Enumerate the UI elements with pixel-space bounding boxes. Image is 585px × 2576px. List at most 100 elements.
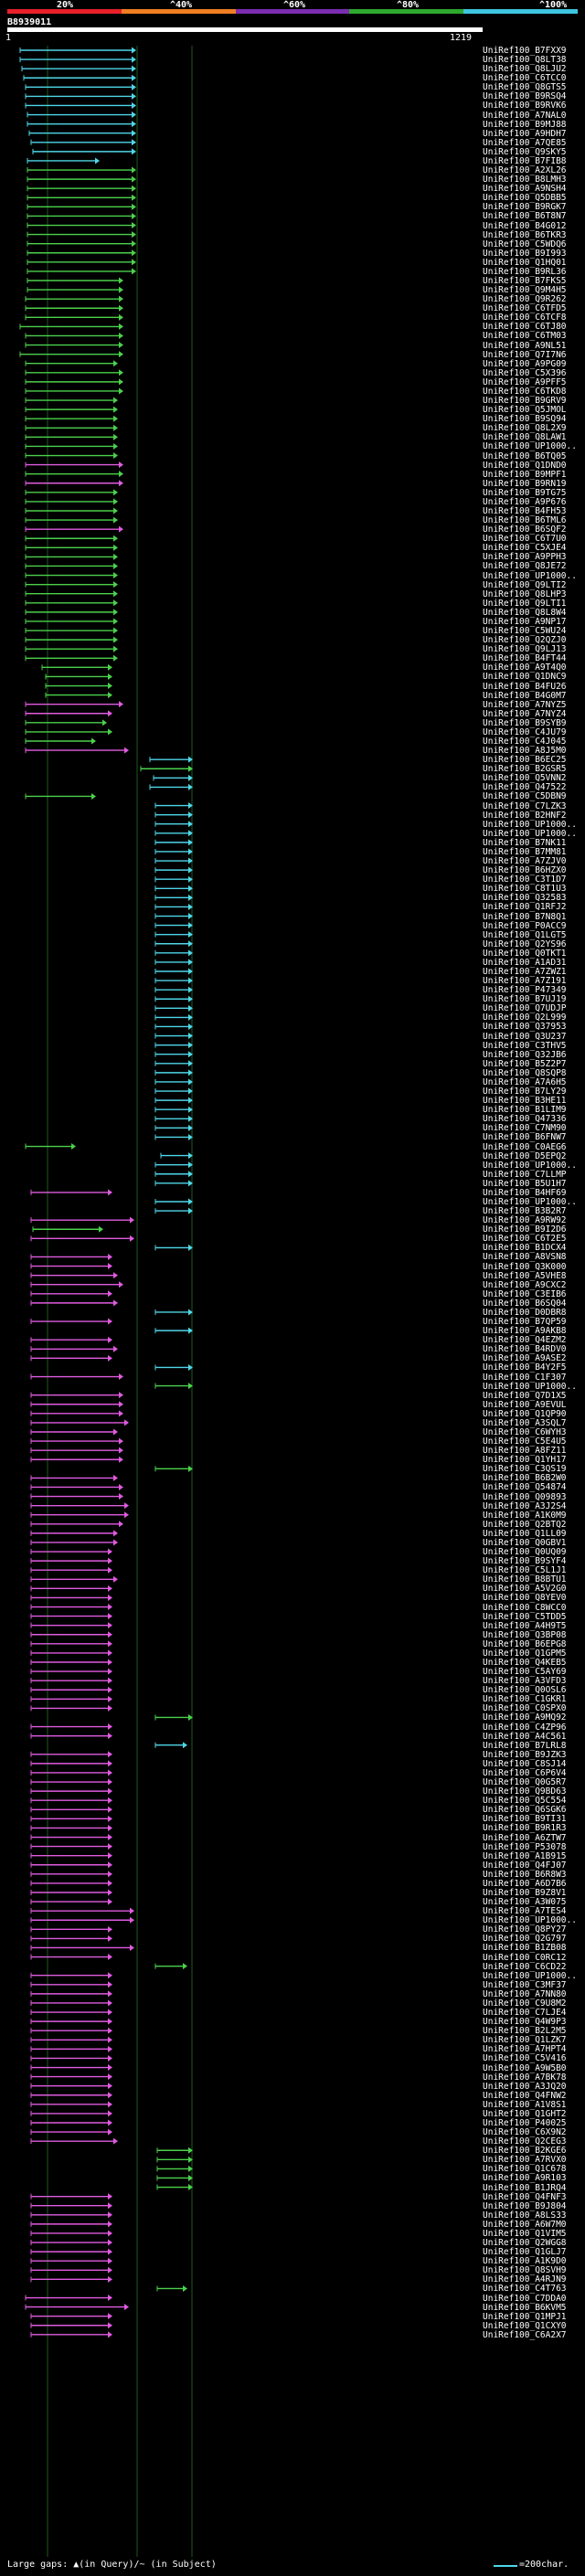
hit-bar[interactable] [156,2147,193,2154]
hit-label[interactable]: UniRef100_C5WDQ6 [483,239,567,249]
hit-label[interactable]: UniRef100_UP1000.. [483,441,577,452]
hit-label[interactable]: UniRef100_B9RVK6 [483,101,567,111]
hit-label[interactable]: UniRef100_Q7I7N6 [483,349,567,360]
hit-label[interactable]: UniRef100_A8VSN8 [483,1252,567,1263]
hit-bar[interactable] [27,166,136,174]
hit-label[interactable]: UniRef100_A7Z191 [483,976,567,987]
hit-bar[interactable] [30,1999,112,2007]
hit-bar[interactable] [30,1916,134,1924]
hit-label[interactable]: UniRef100_Q8L8W4 [483,607,567,618]
hit-label[interactable]: UniRef100_C0RC12 [483,1952,567,1963]
hit-label[interactable]: UniRef100_C5E4U5 [483,1436,567,1447]
hit-bar[interactable] [25,618,118,625]
hit-bar[interactable] [30,2092,112,2099]
hit-label[interactable]: UniRef100_Q1C678 [483,2164,567,2175]
hit-bar[interactable] [30,1649,112,1657]
hit-label[interactable]: UniRef100_Q1MPJ1 [483,2311,567,2322]
hit-label[interactable]: UniRef100_A9PFF5 [483,376,567,387]
hit-label[interactable]: UniRef100_C7NM90 [483,1123,567,1134]
hit-bar[interactable] [45,692,112,699]
hit-bar[interactable] [154,903,193,910]
hit-label[interactable]: UniRef100_C9U8M2 [483,1998,567,2009]
hit-label[interactable]: UniRef100_A9NP17 [483,616,567,627]
hit-bar[interactable] [30,1336,112,1343]
hit-bar[interactable] [30,2193,112,2200]
hit-bar[interactable] [30,2313,112,2320]
hit-label[interactable]: UniRef100_A6D7B6 [483,1878,567,1889]
hit-bar[interactable] [154,922,193,929]
hit-bar[interactable] [30,1493,123,1500]
hit-bar[interactable] [25,1143,76,1150]
hit-bar[interactable] [30,2110,112,2117]
hit-label[interactable]: UniRef100_Q1LGT5 [483,929,567,940]
hit-label[interactable]: UniRef100_Q0GBV1 [483,1537,567,1548]
hit-label[interactable]: UniRef100_B1JRQ4 [483,2182,567,2193]
hit-label[interactable]: UniRef100_Q4KEB5 [483,1658,567,1668]
hit-label[interactable]: UniRef100_A9NL51 [483,340,567,351]
hit-label[interactable]: UniRef100_Q8LJU2 [483,64,567,75]
hit-label[interactable]: UniRef100_B4FH53 [483,506,567,516]
hit-label[interactable]: UniRef100_C7DDA0 [483,2293,567,2304]
hit-bar[interactable] [27,277,123,284]
hit-label[interactable]: UniRef100_UP1000.. [483,1381,577,1392]
hit-label[interactable]: UniRef100_C7LJE4 [483,2008,567,2019]
hit-label[interactable]: UniRef100_Q1VIM5 [483,2228,567,2239]
hit-label[interactable]: UniRef100_Q8PY27 [483,1924,567,1935]
hit-bar[interactable] [27,194,136,201]
hit-label[interactable]: UniRef100_B4FU26 [483,681,567,692]
hit-bar[interactable] [30,1281,123,1288]
hit-bar[interactable] [30,2054,112,2062]
hit-label[interactable]: UniRef100_B3B2R7 [483,1206,567,1217]
hit-bar[interactable] [154,1742,187,1749]
hit-bar[interactable] [32,1225,103,1233]
hit-bar[interactable] [27,175,136,183]
hit-label[interactable]: UniRef100_P0ACC9 [483,920,567,931]
hit-label[interactable]: UniRef100_B1ZB08 [483,1943,567,1954]
hit-bar[interactable] [30,2045,112,2052]
hit-label[interactable]: UniRef100_Q2L999 [483,1012,567,1023]
hit-bar[interactable] [30,2101,112,2108]
hit-bar[interactable] [25,498,118,505]
hit-label[interactable]: UniRef100_C6TFD5 [483,303,567,314]
hit-label[interactable]: UniRef100_A4RJN9 [483,2274,567,2285]
hit-label[interactable]: UniRef100_C6P6V4 [483,1767,567,1778]
hit-bar[interactable] [27,231,136,239]
hit-label[interactable]: UniRef100_B9SYF4 [483,1556,567,1567]
hit-label[interactable]: UniRef100_Q47336 [483,1114,567,1125]
hit-bar[interactable] [154,1097,193,1104]
hit-bar[interactable] [25,747,129,754]
hit-label[interactable]: UniRef100_Q4EZM2 [483,1335,567,1346]
hit-label[interactable]: UniRef100_Q5C554 [483,1796,567,1807]
hit-label[interactable]: UniRef100_A8LS33 [483,2210,567,2221]
hit-label[interactable]: UniRef100_B9I993 [483,248,567,259]
hit-label[interactable]: UniRef100_C5WU24 [483,626,567,637]
hit-bar[interactable] [30,1686,112,1693]
hit-label[interactable]: UniRef100_C3MF37 [483,1979,567,1990]
hit-label[interactable]: UniRef100_A8FZ11 [483,1446,567,1457]
hit-label[interactable]: UniRef100_B4FT44 [483,653,567,664]
hit-label[interactable]: UniRef100_B9Z8V1 [483,1888,567,1898]
hit-bar[interactable] [30,1843,112,1850]
hit-label[interactable]: UniRef100_B2HNF2 [483,810,567,821]
hit-bar[interactable] [30,1907,134,1914]
hit-bar[interactable] [30,1668,112,1675]
hit-bar[interactable] [25,728,112,736]
hit-label[interactable]: UniRef100_A5VHE8 [483,1270,567,1281]
hit-bar[interactable] [19,56,136,63]
hit-label[interactable]: UniRef100_Q4FNF3 [483,2191,567,2202]
hit-label[interactable]: UniRef100_C4J045 [483,737,567,747]
hit-label[interactable]: UniRef100_C5DBN9 [483,791,567,802]
hit-label[interactable]: UniRef100_B4G012 [483,220,567,231]
hit-bar[interactable] [45,683,112,690]
hit-label[interactable]: UniRef100_A4H9T5 [483,1620,567,1631]
hit-label[interactable]: UniRef100_UP1000.. [483,828,577,839]
hit-label[interactable]: UniRef100_B2GSR5 [483,764,567,775]
hit-bar[interactable] [25,406,118,413]
hit-bar[interactable] [154,1051,193,1058]
hit-bar[interactable] [32,148,136,155]
hit-bar[interactable] [30,1760,112,1767]
hit-bar[interactable] [30,1575,118,1583]
hit-label[interactable]: UniRef100_UP1000.. [483,819,577,830]
hit-bar[interactable] [25,387,123,395]
hit-label[interactable]: UniRef100_Q5DBB5 [483,193,567,204]
